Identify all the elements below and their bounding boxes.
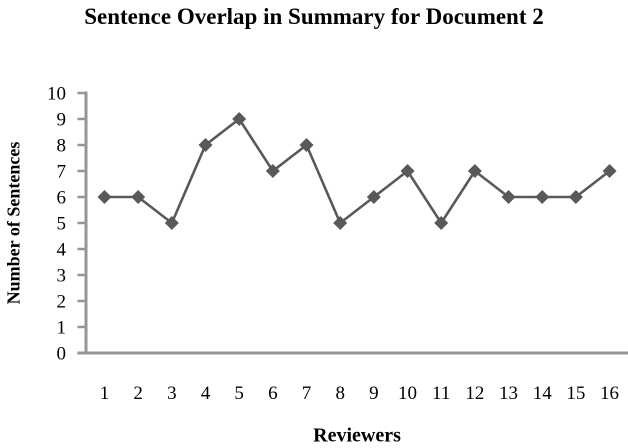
- data-point-marker: [467, 164, 482, 178]
- data-point-marker: [501, 190, 516, 204]
- x-tick-label: 6: [268, 383, 278, 404]
- x-tick-label: 12: [465, 383, 484, 404]
- y-tick-label: 0: [57, 344, 67, 365]
- y-tick-label: 7: [57, 162, 67, 183]
- x-tick-label: 15: [566, 383, 585, 404]
- data-point-marker: [366, 190, 381, 204]
- data-point-marker: [535, 190, 550, 204]
- data-point-marker: [97, 190, 112, 204]
- y-tick-label: 6: [57, 188, 67, 209]
- data-point-marker: [333, 216, 348, 230]
- x-tick-label: 1: [100, 383, 110, 404]
- x-tick-label: 11: [432, 383, 450, 404]
- data-point-marker: [265, 164, 280, 178]
- x-tick-label: 7: [302, 383, 312, 404]
- data-point-marker: [299, 138, 314, 152]
- data-point-marker: [232, 112, 247, 126]
- x-tick-label: 10: [398, 383, 417, 404]
- y-tick-label: 2: [57, 292, 67, 313]
- x-tick-label: 2: [133, 383, 143, 404]
- y-tick-label: 5: [57, 214, 67, 235]
- x-tick-label: 5: [234, 383, 244, 404]
- x-tick-label: 13: [499, 383, 518, 404]
- y-tick-label: 3: [57, 266, 67, 287]
- y-tick-label: 9: [57, 110, 67, 131]
- y-tick-label: 10: [47, 84, 66, 105]
- data-point-marker: [434, 216, 449, 230]
- x-tick-label: 8: [335, 383, 345, 404]
- y-tick-label: 8: [57, 136, 67, 157]
- chart-title: Sentence Overlap in Summary for Document…: [84, 4, 544, 29]
- data-point-marker: [131, 190, 146, 204]
- x-tick-label: 4: [201, 383, 211, 404]
- x-axis-title: Reviewers: [313, 424, 401, 447]
- x-tick-label: 9: [369, 383, 379, 404]
- data-point-marker: [602, 164, 617, 178]
- x-tick-label: 3: [167, 383, 177, 404]
- y-tick-label: 1: [57, 318, 67, 339]
- data-point-marker: [198, 138, 213, 152]
- data-point-marker: [400, 164, 415, 178]
- x-tick-label: 14: [533, 383, 553, 404]
- data-point-marker: [164, 216, 179, 230]
- data-point-marker: [568, 190, 583, 204]
- x-tick-label: 16: [600, 383, 619, 404]
- series-line: [104, 117, 611, 226]
- y-tick-label: 4: [57, 240, 67, 261]
